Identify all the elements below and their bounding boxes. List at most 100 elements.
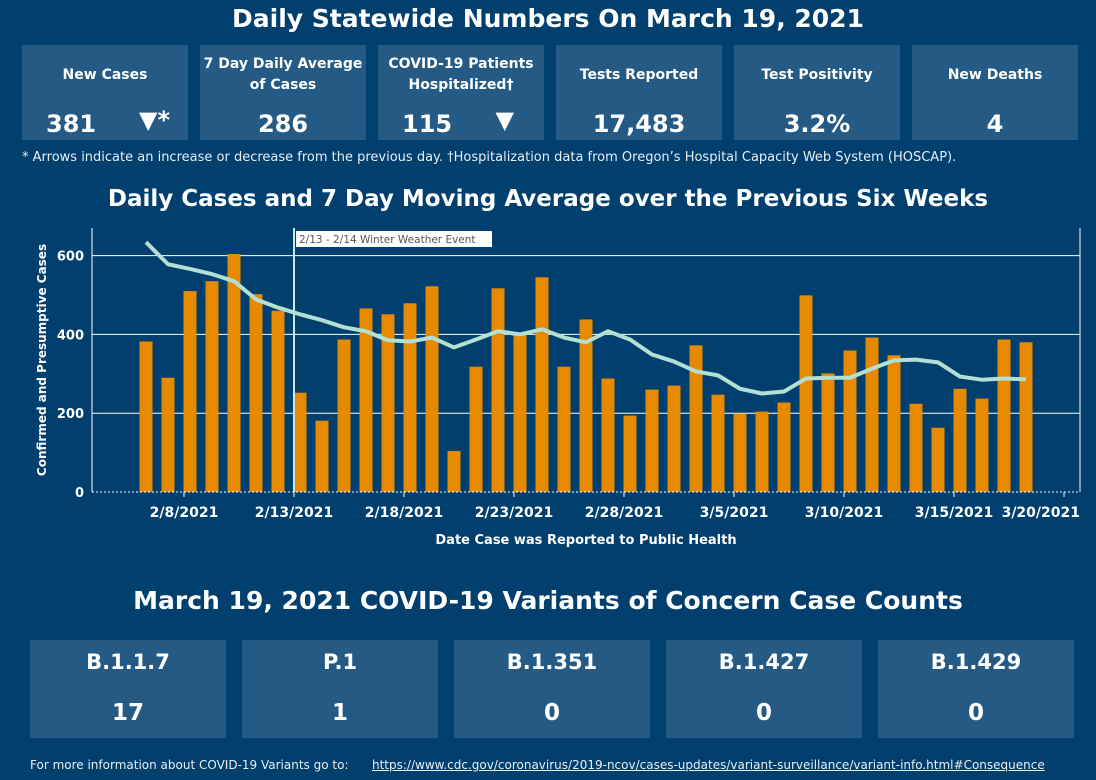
card-tests-reported: Tests Reported 17,483: [556, 45, 722, 140]
card-label: 7 Day Daily Average of Cases: [203, 56, 363, 93]
y-tick-label: 600: [57, 250, 84, 265]
bar: [337, 339, 351, 492]
bar: [425, 286, 439, 492]
bar: [777, 402, 791, 492]
bar: [711, 394, 725, 492]
x-axis-label: Date Case was Reported to Public Health: [435, 533, 736, 548]
bar: [271, 310, 285, 492]
bar: [557, 366, 571, 492]
bar: [997, 339, 1011, 492]
variant-count: 17: [111, 700, 144, 726]
x-tick-label: 2/8/2021: [150, 505, 219, 521]
card-hospitalized: COVID-19 Patients Hospitalized† 115 ▼: [378, 45, 544, 140]
variant-label: P.1: [322, 650, 358, 674]
card-test-positivity: Test Positivity 3.2%: [734, 45, 900, 140]
chart-title: Daily Cases and 7 Day Moving Average ove…: [107, 186, 989, 212]
down-triangle-icon: ▼*: [138, 106, 170, 134]
bar: [689, 345, 703, 492]
bar: [645, 389, 659, 492]
variant-count: 1: [331, 700, 348, 726]
bar: [931, 427, 945, 492]
bar: [865, 337, 879, 492]
bar: [381, 314, 395, 492]
bar: [491, 288, 505, 492]
bar: [359, 308, 373, 492]
bar: [1019, 342, 1033, 492]
bar: [249, 294, 263, 492]
y-tick-label: 400: [57, 328, 84, 343]
x-tick-label: 2/23/2021: [475, 505, 553, 521]
footer-text: For more information about COVID-19 Vari…: [30, 758, 349, 772]
cases-chart: 0 200 400 600 Confirmed and Presumptive Case…: [35, 228, 1081, 548]
bar: [161, 377, 175, 492]
y-axis-label: Confirmed and Presumptive Cases: [35, 244, 49, 476]
x-tick-label: 3/5/2021: [700, 505, 769, 521]
card-value: 381: [46, 110, 97, 138]
bar: [909, 403, 923, 492]
card-label: New Deaths: [947, 66, 1043, 83]
variant-count: 0: [755, 700, 772, 726]
bar: [887, 355, 901, 492]
bar: [601, 378, 615, 492]
x-tick-label: 3/20/2021: [1002, 505, 1080, 521]
x-tick-label: 2/28/2021: [585, 505, 663, 521]
variant-label: B.1.351: [506, 650, 598, 674]
bar: [953, 388, 967, 492]
down-triangle-icon: ▼: [495, 106, 514, 134]
variant-count: 0: [967, 700, 984, 726]
page-title: Daily Statewide Numbers On March 19, 202…: [232, 4, 864, 33]
moving-average-line: [144, 240, 1027, 396]
y-tick-label: 200: [57, 407, 84, 422]
card-label: Test Positivity: [761, 66, 873, 83]
card-7day-average: 7 Day Daily Average of Cases 286: [200, 45, 366, 140]
bar: [447, 451, 461, 492]
bar: [315, 420, 329, 492]
variant-count: 0: [543, 700, 560, 726]
bar: [755, 411, 769, 492]
variant-card: P.1 1: [242, 640, 438, 738]
bar: [227, 254, 241, 492]
bar: [205, 281, 219, 492]
bar: [843, 350, 857, 492]
annotation-text: 2/13 - 2/14 Winter Weather Event: [299, 234, 476, 246]
card-value: 115: [402, 110, 453, 138]
variants-title: March 19, 2021 COVID-19 Variants of Conc…: [133, 586, 963, 615]
y-tick-label: 0: [75, 486, 84, 501]
footnote: * Arrows indicate an increase or decreas…: [22, 150, 957, 165]
x-tick-label: 2/13/2021: [255, 505, 333, 521]
variant-label: B.1.429: [930, 650, 1022, 674]
bar: [821, 373, 835, 492]
bar: [799, 295, 813, 492]
variant-card: B.1.427 0: [666, 640, 862, 738]
bar: [139, 341, 153, 492]
x-tick-label: 3/10/2021: [805, 505, 883, 521]
card-label: Tests Reported: [579, 66, 699, 83]
card-label: COVID-19 Patients Hospitalized†: [388, 56, 534, 93]
bar: [403, 303, 417, 492]
card-value: 286: [257, 110, 309, 138]
card-label: New Cases: [62, 66, 148, 83]
card-value: 17,483: [592, 110, 686, 138]
bar: [293, 392, 307, 492]
variant-label: B.1.427: [718, 650, 810, 674]
bar: [469, 366, 483, 492]
variant-card: B.1.1.7 17: [30, 640, 226, 738]
bar: [733, 413, 747, 492]
bar: [579, 319, 593, 492]
card-value: 3.2%: [783, 110, 851, 138]
card-new-cases: New Cases 381 ▼*: [22, 45, 188, 140]
x-tick-label: 3/15/2021: [915, 505, 993, 521]
card-new-deaths: New Deaths 4: [912, 45, 1078, 140]
bar: [513, 334, 527, 492]
variant-card: B.1.429 0: [878, 640, 1074, 738]
card-value: 4: [986, 110, 1004, 138]
annotation-box: [296, 231, 492, 247]
bar: [623, 415, 637, 492]
x-tick-label: 2/18/2021: [365, 505, 443, 521]
variant-card: B.1.351 0: [454, 640, 650, 738]
variant-label: B.1.1.7: [86, 650, 170, 674]
bar: [975, 398, 989, 492]
cdc-variant-link[interactable]: https://www.cdc.gov/coronavirus/2019-nco…: [372, 758, 1045, 772]
bar: [183, 291, 197, 492]
bar: [667, 385, 681, 492]
